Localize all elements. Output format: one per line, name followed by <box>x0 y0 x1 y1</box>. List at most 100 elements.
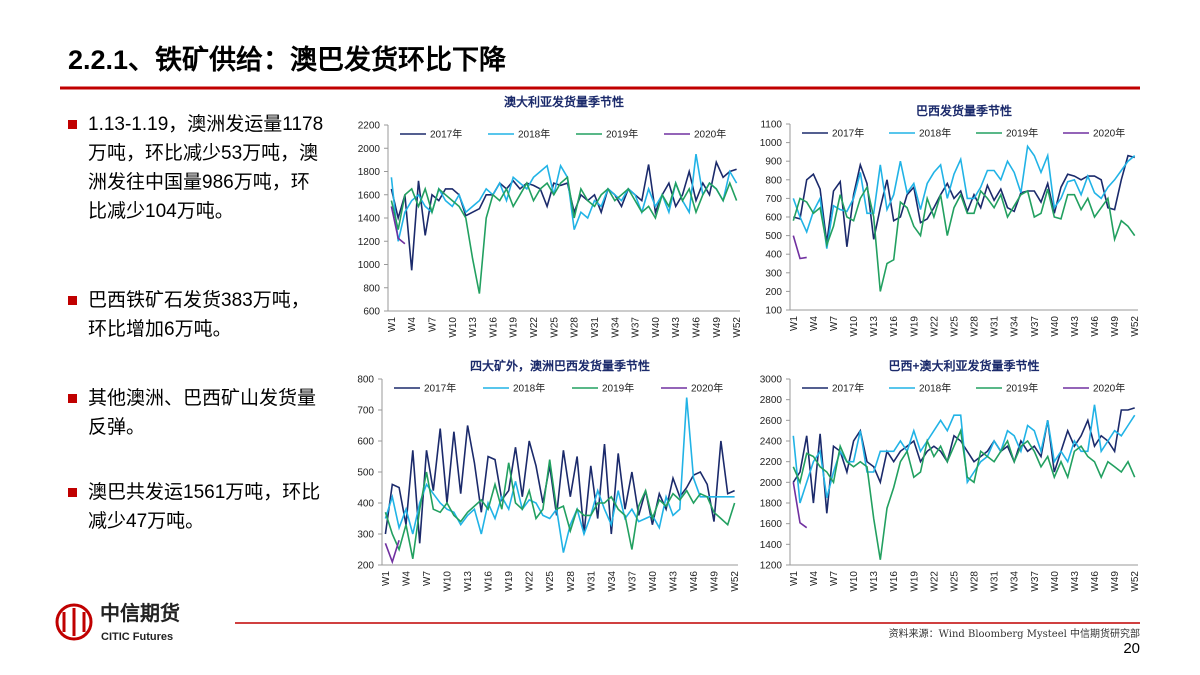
x-tick-label: W1 <box>789 316 800 331</box>
x-tick-label: W28 <box>570 317 581 338</box>
y-tick-label: 500 <box>765 231 782 242</box>
x-tick-label: W10 <box>849 316 860 337</box>
x-tick-label: W31 <box>586 571 597 592</box>
y-tick-label: 2200 <box>760 457 783 468</box>
x-tick-label: W19 <box>509 317 520 338</box>
x-tick-label: W16 <box>484 571 495 592</box>
series-line <box>384 459 736 559</box>
y-tick-label: 800 <box>765 175 782 186</box>
y-tick-label: 100 <box>765 306 782 317</box>
x-tick-label: W52 <box>730 571 741 592</box>
x-tick-label: W34 <box>1010 571 1021 592</box>
legend-label: 2019年 <box>1006 127 1038 140</box>
x-tick-label: W4 <box>809 316 820 331</box>
y-tick-label: 700 <box>357 406 374 417</box>
x-tick-label: W52 <box>1130 571 1141 592</box>
x-tick-label: W7 <box>829 571 840 586</box>
x-tick-label: W43 <box>668 571 679 592</box>
x-tick-label: W37 <box>631 317 642 338</box>
x-tick-label: W13 <box>463 571 474 592</box>
series-line <box>792 482 808 529</box>
y-tick-label: 1200 <box>760 561 783 572</box>
series-line <box>390 159 737 271</box>
series-line <box>390 175 738 294</box>
y-tick-label: 200 <box>357 561 374 572</box>
x-tick-label: W46 <box>1090 571 1101 592</box>
x-tick-label: W49 <box>712 317 723 338</box>
chart-title: 四大矿外，澳洲巴西发货量季节性 <box>470 358 650 373</box>
series-line <box>792 144 1136 249</box>
logo-cn: 中信期货 <box>100 601 180 625</box>
y-tick-label: 600 <box>357 437 374 448</box>
x-tick-label: W31 <box>990 316 1001 337</box>
y-tick-label: 300 <box>357 530 374 541</box>
series-line <box>792 427 1136 560</box>
x-tick-label: W10 <box>849 571 860 592</box>
x-tick-label: W52 <box>732 317 743 338</box>
x-tick-label: W28 <box>970 316 981 337</box>
logo-icon <box>55 603 93 641</box>
x-tick-label: W37 <box>1030 571 1041 592</box>
x-tick-label: W7 <box>829 316 840 331</box>
legend-label: 2019年 <box>1006 382 1038 395</box>
chart-title: 澳大利亚发货量季节性 <box>504 94 624 109</box>
y-tick-label: 1600 <box>358 190 381 201</box>
x-tick-label: W49 <box>1110 316 1121 337</box>
y-tick-label: 1100 <box>760 120 782 131</box>
x-tick-label: W40 <box>648 571 659 592</box>
slide-title: 2.2.1、铁矿供给：澳巴发货环比下降 <box>68 45 507 75</box>
y-tick-label: 1800 <box>760 499 783 510</box>
x-tick-label: W37 <box>627 571 638 592</box>
x-tick-label: W28 <box>970 571 981 592</box>
x-tick-label: W16 <box>488 317 499 338</box>
x-tick-label: W1 <box>789 571 800 586</box>
series-line <box>792 407 1135 514</box>
x-tick-label: W40 <box>1050 571 1061 592</box>
chart-title: 巴西+澳大利亚发货量季节性 <box>888 358 1039 373</box>
x-tick-label: W52 <box>1130 316 1141 337</box>
legend-label: 2020年 <box>1093 382 1125 395</box>
y-tick-label: 1800 <box>358 167 381 178</box>
x-tick-label: W4 <box>401 571 412 586</box>
y-tick-label: 1400 <box>358 214 381 225</box>
x-tick-label: W7 <box>428 317 439 332</box>
x-tick-label: W19 <box>909 571 920 592</box>
bullet: 巴西铁矿石发货383万吨，环比增加6万吨。 <box>68 286 328 344</box>
x-tick-label: W34 <box>610 317 621 338</box>
x-tick-label: W22 <box>529 317 540 338</box>
x-tick-label: W22 <box>929 316 940 337</box>
x-tick-label: W40 <box>1050 316 1061 337</box>
x-tick-label: W1 <box>381 571 392 586</box>
series-line <box>384 397 735 553</box>
y-tick-label: 900 <box>765 157 782 168</box>
page-number: 20 <box>1123 640 1140 657</box>
x-tick-label: W37 <box>1030 316 1041 337</box>
legend-label: 2018年 <box>919 382 951 395</box>
x-tick-label: W46 <box>689 571 700 592</box>
x-tick-label: W22 <box>929 571 940 592</box>
x-tick-label: W7 <box>422 571 433 586</box>
y-tick-label: 1200 <box>358 237 381 248</box>
x-tick-label: W46 <box>1090 316 1101 337</box>
series-line <box>390 206 406 245</box>
y-tick-label: 400 <box>357 499 374 510</box>
x-tick-label: W43 <box>671 317 682 338</box>
y-tick-label: 2000 <box>358 144 381 155</box>
bullet: 其他澳洲、巴西矿山发货量反弹。 <box>68 384 328 442</box>
y-tick-label: 400 <box>765 250 782 261</box>
legend-label: 2020年 <box>694 128 726 141</box>
y-tick-label: 600 <box>765 213 782 224</box>
series-line <box>792 235 807 260</box>
x-tick-label: W16 <box>889 571 900 592</box>
bullet: 1.13-1.19，澳洲发运量1178万吨，环比减少53万吨，澳洲发往中国量98… <box>68 110 328 226</box>
y-tick-label: 2800 <box>760 395 783 406</box>
y-tick-label: 2200 <box>358 121 381 132</box>
series-line <box>792 185 1136 292</box>
legend-label: 2017年 <box>832 382 864 395</box>
x-tick-label: W49 <box>710 571 721 592</box>
legend-label: 2017年 <box>424 382 456 395</box>
x-tick-label: W31 <box>590 317 601 338</box>
x-tick-label: W25 <box>549 317 560 338</box>
source: 资料来源：Wind Bloomberg Mysteel 中信期货研究部 <box>889 627 1140 640</box>
